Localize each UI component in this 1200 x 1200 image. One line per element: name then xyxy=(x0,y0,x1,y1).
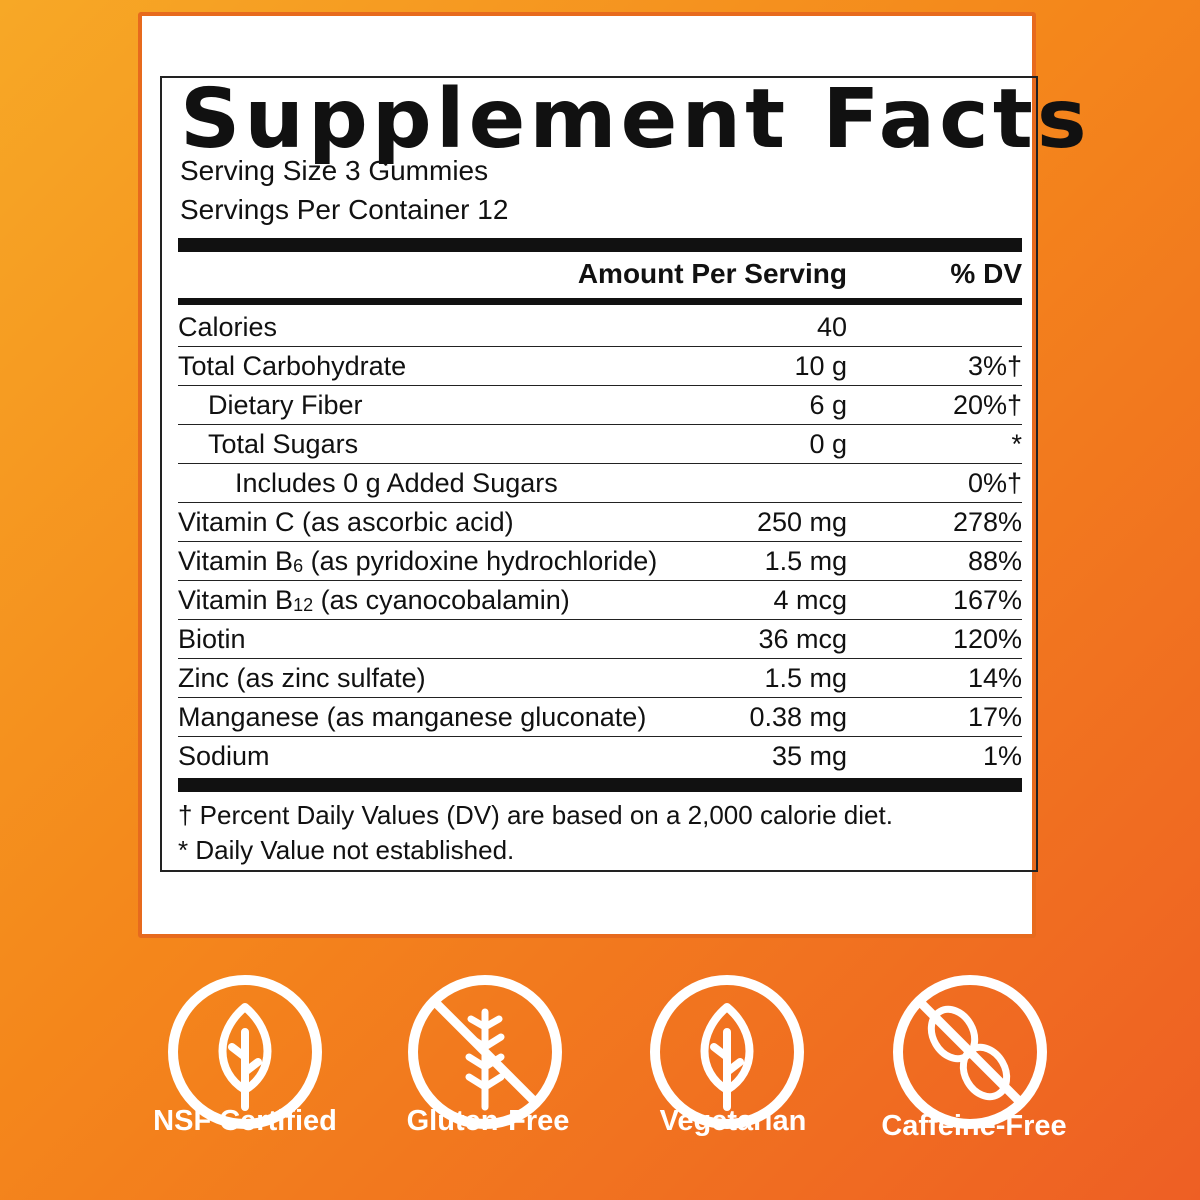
daily-value: 88% xyxy=(967,545,1022,576)
nutrient-row: Dietary Fiber 6 g 20%† xyxy=(178,386,1022,425)
serving-size: Serving Size 3 Gummies xyxy=(180,155,489,186)
nutrient-row: Vitamin B12 (as cyanocobalamin) 4 mcg 167% xyxy=(178,581,1022,620)
nutrient-name: Vitamin C (as ascorbic acid) xyxy=(178,506,514,537)
badge-label: Caffeine-Free xyxy=(881,1110,1067,1142)
name-part: Vitamin B xyxy=(178,584,294,615)
name-part: (as pyridoxine hydrochloride) xyxy=(303,545,658,576)
nutrient-row: Total Carbohydrate 10 g 3%† xyxy=(178,347,1022,386)
badge-label: Gluten-Free xyxy=(406,1105,570,1137)
daily-value: 120% xyxy=(952,623,1022,654)
amount: 1.5 mg xyxy=(764,545,848,576)
daily-value: 17% xyxy=(967,701,1022,732)
servings-per-container: Servings Per Container 12 xyxy=(180,194,509,225)
title: Supplement Facts xyxy=(180,72,1091,167)
amount: 1.5 mg xyxy=(764,662,847,693)
nutrient-table: Calories 40 Total Carbohydrate 10 g 3%† Dieta… xyxy=(178,308,1022,776)
footnote: * Daily Value not established. xyxy=(178,835,515,865)
daily-value: * xyxy=(1011,428,1022,459)
thick-rule xyxy=(178,778,1022,792)
dv-header: % DV xyxy=(950,258,1022,289)
facts-box xyxy=(160,76,1038,872)
amount: 35 mg xyxy=(771,741,847,771)
nutrient-name: Sodium xyxy=(178,741,270,771)
amount: 40 xyxy=(816,311,847,342)
medium-rule xyxy=(178,298,1022,305)
badge-label: Vegetarian xyxy=(659,1105,807,1137)
nutrient-name: Manganese (as manganese gluconate) xyxy=(178,701,647,732)
nutrient-name: Zinc (as zinc sulfate) xyxy=(178,662,426,693)
nutrient-name: Dietary Fiber xyxy=(208,389,363,420)
badge-label: NSF Certified xyxy=(153,1105,337,1137)
daily-value: 20%† xyxy=(952,389,1022,420)
nutrient-row: Manganese (as manganese gluconate) 0.38 m… xyxy=(178,698,1022,737)
nutrient-row: Calories 40 xyxy=(178,308,1022,347)
amount: 6 g xyxy=(809,389,847,420)
caffeine-free-icon xyxy=(893,975,1047,1129)
amount: 4 mcg xyxy=(773,584,847,615)
name-part: 12 xyxy=(293,594,314,615)
nutrient-name: Total Carbohydrate xyxy=(178,350,407,381)
nutrient-name: Vitamin B12 (as cyanocobalamin) xyxy=(178,585,657,616)
nutrient-row: Biotin 36 mcg 120% xyxy=(178,620,1022,659)
name-part: Vitamin B xyxy=(178,545,294,576)
amount: 250 mg xyxy=(756,506,847,537)
nutrient-row: Includes 0 g Added Sugars 0%† xyxy=(178,464,1022,503)
daily-value: 3%† xyxy=(967,350,1022,381)
amount-header: Amount Per Serving xyxy=(577,258,847,289)
vegetarian-icon xyxy=(650,975,804,1129)
column-header: Amount Per Serving % DV xyxy=(178,256,1022,292)
amount: 10 g xyxy=(794,350,847,381)
nutrient-name: Includes 0 g Added Sugars xyxy=(235,467,558,498)
nutrient-row: Total Sugars 0 g * xyxy=(178,425,1022,464)
nutrient-name: Total Sugars xyxy=(208,428,359,459)
name-part: (as cyanocobalamin) xyxy=(313,584,570,615)
gluten-free-icon xyxy=(408,975,562,1129)
thick-rule xyxy=(178,238,1022,252)
nutrient-name: Biotin xyxy=(178,623,246,654)
footnote: † Percent Daily Values (DV) are based on… xyxy=(178,800,893,830)
nsf-icon xyxy=(168,975,322,1129)
name-part: 6 xyxy=(293,555,304,576)
daily-value: 0%† xyxy=(967,467,1022,498)
nutrient-row: Zinc (as zinc sulfate) 1.5 mg 14% xyxy=(178,659,1022,698)
nutrient-name: Vitamin B6 (as pyridoxine hydrochloride) xyxy=(178,546,657,577)
daily-value: 1% xyxy=(982,741,1022,771)
nutrient-name: Calories xyxy=(178,311,278,342)
amount: 36 mcg xyxy=(758,623,847,654)
amount: 0.38 mg xyxy=(749,701,847,732)
nutrient-row: Vitamin C (as ascorbic acid) 250 mg 278% xyxy=(178,503,1022,542)
daily-value: 14% xyxy=(967,662,1022,693)
amount: 0 g xyxy=(809,428,847,459)
nutrient-row: Sodium 35 mg 1% xyxy=(178,737,1022,776)
daily-value: 167% xyxy=(952,584,1022,615)
nutrient-row: Vitamin B6 (as pyridoxine hydrochloride)… xyxy=(178,542,1022,581)
daily-value: 278% xyxy=(952,506,1022,537)
